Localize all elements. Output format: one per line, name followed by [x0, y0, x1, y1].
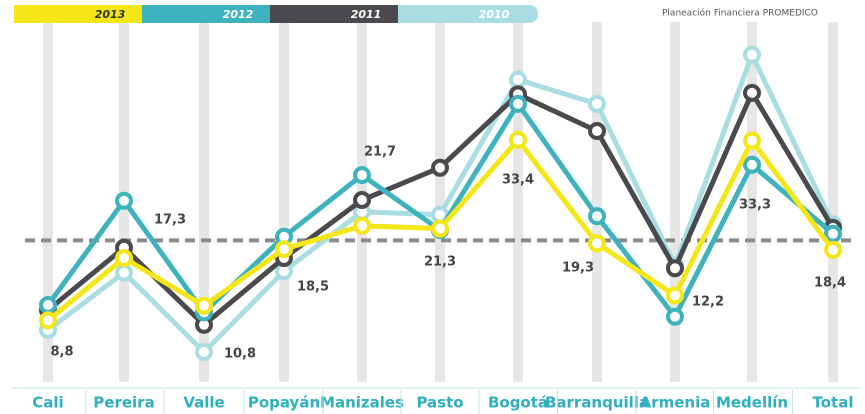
data-label: 18,4 [814, 276, 846, 291]
x-tick-label: Medellín [716, 394, 788, 412]
point [743, 45, 761, 64]
point [275, 240, 293, 259]
point [115, 191, 133, 210]
point [666, 259, 684, 278]
point [824, 240, 842, 259]
data-label: 33,3 [739, 198, 771, 213]
point [353, 191, 371, 210]
point [353, 216, 371, 235]
point [509, 94, 527, 113]
legend-label: 2013 [95, 8, 126, 21]
point [115, 263, 133, 282]
data-label: 19,3 [562, 261, 594, 276]
data-label: 18,5 [297, 280, 329, 295]
point [39, 311, 57, 330]
point [743, 83, 761, 102]
x-tick-label: Cali [32, 394, 63, 412]
point [588, 94, 606, 113]
data-label: 10,8 [224, 347, 256, 362]
x-tick-label: Pasto [416, 394, 463, 412]
x-tick-label: Pereira [93, 394, 154, 412]
point [353, 166, 371, 185]
x-tick-label: Popayán [248, 394, 320, 412]
data-label: 8,8 [50, 345, 73, 360]
data-label: 17,3 [154, 213, 186, 228]
point [824, 224, 842, 243]
point [39, 295, 57, 314]
data-label: 21,3 [424, 255, 456, 270]
legend-label: 2012 [223, 8, 254, 21]
point [588, 234, 606, 253]
x-tick-label: Barranquilla [545, 394, 649, 412]
point [588, 122, 606, 141]
point [509, 130, 527, 149]
point [431, 158, 449, 177]
source: Planeación Financiera PROMEDICO [662, 8, 818, 19]
point [195, 342, 213, 361]
point [509, 70, 527, 89]
legend-label: 2010 [479, 8, 510, 21]
x-tick-label: Manizales [320, 394, 404, 412]
x-tick-label: Bogotá [488, 394, 548, 412]
point [431, 219, 449, 238]
data-label: 12,2 [692, 295, 724, 310]
point [588, 207, 606, 226]
x-tick-label: Total [813, 394, 854, 412]
legend-swatch [142, 5, 282, 23]
legend-label: 2011 [351, 8, 382, 21]
legend-swatch [398, 5, 538, 23]
point [743, 155, 761, 174]
point [666, 286, 684, 305]
point [115, 249, 133, 268]
data-label: 33,4 [502, 173, 534, 188]
legend-swatch [270, 5, 410, 23]
legend-swatch [14, 5, 154, 23]
x-tick-label: Valle [183, 394, 224, 412]
data-label: 21,7 [364, 145, 396, 160]
point [743, 131, 761, 150]
x-tick-label: Armenia [640, 394, 711, 412]
point [195, 296, 213, 315]
point [666, 307, 684, 326]
